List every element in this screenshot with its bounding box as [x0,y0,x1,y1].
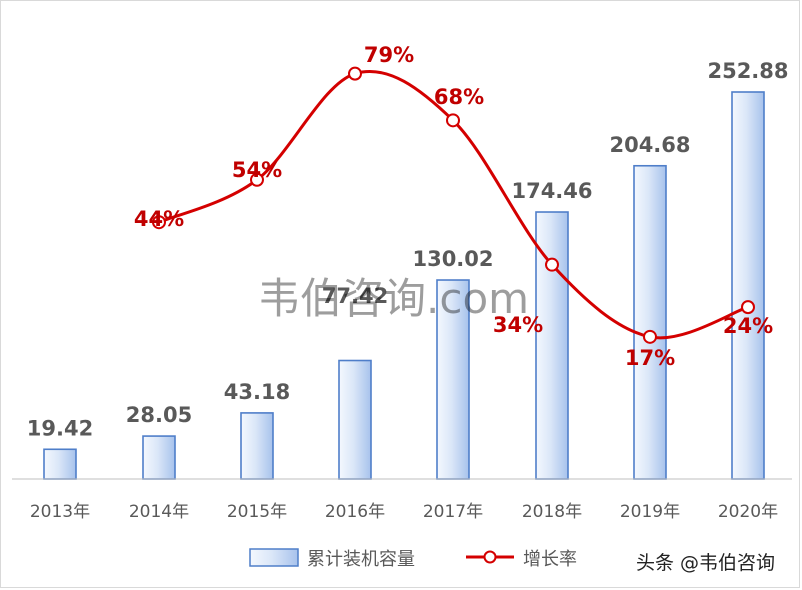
rate-point-6 [643,329,657,344]
rate-label-5: 34% [493,313,543,337]
rate-point-7 [741,300,755,315]
bar-3 [338,359,372,480]
bar-2 [240,412,274,480]
x-tick-label-6: 2019年 [620,502,680,522]
rate-label-2: 54% [232,158,282,182]
bar-value-label-1: 28.05 [126,403,192,427]
x-tick-label-4: 2017年 [423,502,483,522]
bar-value-label-2: 43.18 [224,380,290,404]
legend-line-marker [483,550,497,564]
rate-label-6: 17% [625,346,675,370]
rate-series [152,66,755,344]
rate-point-3 [348,66,362,81]
x-tick-labels: 2013年 2014年 2015年 2016年 2017年 2018年 2019年 2020年 [30,502,778,522]
bar-value-label-0: 19.42 [27,416,93,440]
bar-0 [43,448,77,480]
bar-5 [535,211,569,480]
bar-value-label-6: 204.68 [609,133,690,157]
x-tick-label-5: 2018年 [522,502,582,522]
rate-point-5 [545,257,559,272]
bar-7 [731,91,765,480]
rate-value-labels: 44% 54% 79% 68% 34% 17% 24% [134,43,773,370]
source-credit: 头条 @韦伯咨询 [636,552,775,574]
bar-value-label-4: 130.02 [412,247,493,271]
legend-bar-label: 累计装机容量 [307,549,415,570]
legend-bar-swatch [249,548,299,567]
rate-label-3: 79% [364,43,414,67]
x-tick-label-7: 2020年 [718,502,778,522]
bar-1 [142,435,176,480]
x-tick-label-3: 2016年 [325,502,385,522]
bar-value-label-3: 77.42 [322,284,388,308]
x-tick-label-1: 2014年 [129,502,189,522]
watermark: 韦伯咨询.com [258,274,529,323]
x-tick-label-0: 2013年 [30,502,90,522]
legend: 累计装机容量 增长率 [249,548,577,570]
rate-label-7: 24% [723,314,773,338]
rate-label-4: 68% [434,85,484,109]
rate-point-1 [152,215,166,230]
bar-value-labels: 19.42 28.05 43.18 77.42 130.02 174.46 204.68 25… [27,59,789,440]
x-tick-label-2: 2015年 [227,502,287,522]
rate-point-2 [250,172,264,187]
rate-label-1: 44% [134,207,184,231]
bar-6 [633,164,667,480]
rate-point-4 [446,113,460,128]
bar-value-label-5: 174.46 [511,179,592,203]
legend-line-label: 增长率 [523,549,577,570]
bar-value-label-7: 252.88 [707,59,788,83]
